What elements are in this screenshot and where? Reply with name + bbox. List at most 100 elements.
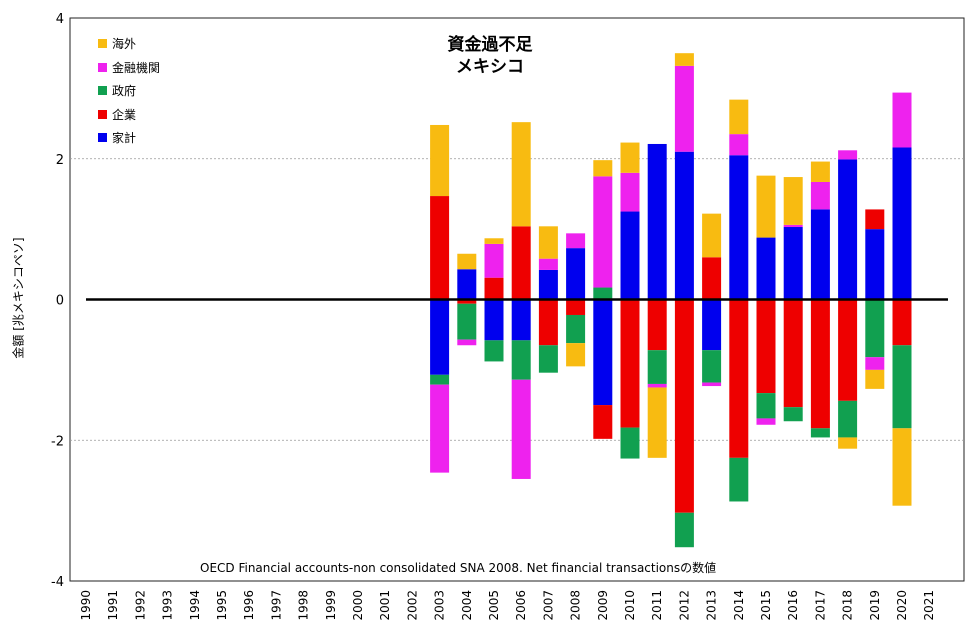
- bar-segment: [620, 427, 640, 459]
- bar-segment: [729, 299, 749, 458]
- bar-segment: [620, 172, 640, 212]
- bar-segment: [838, 299, 858, 401]
- bar-segment: [647, 143, 667, 300]
- bar-segment: [892, 428, 912, 506]
- x-tick-label: 1996: [242, 590, 256, 621]
- bar-segment: [566, 343, 586, 367]
- bar-segment: [593, 287, 613, 300]
- x-tick-label: 2001: [378, 590, 392, 621]
- bar-segment: [647, 383, 667, 388]
- bar-segment: [892, 299, 912, 346]
- bar-segment: [702, 382, 722, 387]
- bar-segment: [729, 155, 749, 300]
- bar-segment: [756, 299, 776, 394]
- bar-segment: [566, 233, 586, 249]
- bar-segment: [511, 122, 531, 227]
- bar-segment: [892, 147, 912, 300]
- bar-segment: [538, 258, 558, 270]
- legend-swatch: [98, 62, 107, 72]
- bar-segment: [620, 299, 640, 428]
- bar-segment: [647, 299, 667, 351]
- bar-segment: [538, 345, 558, 373]
- bar-segment: [756, 418, 776, 425]
- legend: 海外 金融機関 政府 企業 家計: [98, 32, 160, 150]
- bar-segment: [538, 269, 558, 300]
- bar-segment: [702, 213, 722, 258]
- legend-swatch: [98, 86, 107, 96]
- x-tick-label: 2015: [759, 590, 773, 621]
- bar-segment: [430, 384, 450, 473]
- bar-segment: [838, 400, 858, 438]
- bar-segment: [430, 196, 450, 300]
- bar-segment: [484, 243, 504, 278]
- bar-segment: [810, 209, 830, 300]
- bar-segment: [729, 99, 749, 135]
- x-tick-label: 2013: [705, 590, 719, 621]
- bar-segment: [511, 379, 531, 479]
- legend-label: 政府: [112, 84, 137, 99]
- bar-segment: [484, 299, 504, 341]
- bar-segment: [865, 299, 885, 358]
- legend-label: 海外: [112, 37, 137, 52]
- legend-swatch: [98, 39, 107, 49]
- x-tick-label: 2003: [433, 590, 447, 621]
- bar-segment: [729, 134, 749, 156]
- bar-segment: [810, 181, 830, 210]
- x-tick-label: 2007: [541, 590, 555, 621]
- x-tick-label: 1993: [161, 590, 175, 621]
- x-tick-label: 2008: [569, 590, 583, 621]
- bar-segment: [457, 303, 477, 340]
- bar-segment: [457, 253, 477, 270]
- legend-swatch: [98, 133, 107, 143]
- bar-segment: [756, 175, 776, 238]
- y-axis-label: 金額 [兆メキシコペソ]: [11, 237, 26, 359]
- bar-segment: [892, 345, 912, 429]
- x-tick-label: 2018: [841, 590, 855, 621]
- x-tick-label: 2016: [786, 590, 800, 621]
- y-tick-label: 0: [56, 294, 64, 309]
- bar-segment: [566, 248, 586, 300]
- bar-segment: [838, 437, 858, 449]
- bar-segment: [647, 350, 667, 384]
- x-tick-label: 2000: [351, 590, 365, 621]
- x-tick-label: 2005: [487, 590, 501, 621]
- x-tick-label: 1997: [269, 590, 283, 621]
- bar-segment: [430, 124, 450, 197]
- bar-segment: [783, 177, 803, 225]
- y-tick-labels: -4 -2 0 2 4: [51, 12, 64, 590]
- legend-item: 家計: [98, 126, 160, 150]
- x-tick-label: 2020: [895, 590, 909, 621]
- legend-item: 政府: [98, 79, 160, 103]
- bar-segment: [810, 428, 830, 438]
- bar-segment: [674, 53, 694, 66]
- y-tick-label: 2: [56, 153, 64, 168]
- bar-segment: [566, 299, 586, 315]
- x-tick-label: 2014: [732, 590, 746, 621]
- legend-label: 金融機関: [112, 60, 161, 75]
- bar-segment: [484, 238, 504, 244]
- bar-segment: [538, 299, 558, 346]
- bar-segment: [593, 176, 613, 288]
- y-tick-label: -2: [51, 434, 64, 449]
- bar-segment: [702, 257, 722, 300]
- chart-title: 資金過不足: [447, 35, 533, 55]
- bar-segment: [620, 142, 640, 173]
- bar-segment: [865, 209, 885, 230]
- bar-segment: [484, 340, 504, 362]
- x-tick-label: 2009: [596, 590, 610, 621]
- bar-segment: [865, 369, 885, 389]
- x-tick-label: 2017: [813, 590, 827, 621]
- gridlines: [70, 158, 964, 441]
- x-tick-labels: 1990 1991 1992 1993 1994 1995 1996 1997 1998 1999…: [79, 590, 936, 621]
- bar-segment: [838, 150, 858, 160]
- bar-segment: [702, 350, 722, 383]
- bar-segment: [457, 269, 477, 300]
- y-tick-label: 4: [56, 12, 64, 27]
- bar-segment: [511, 299, 531, 341]
- bar-segment: [593, 160, 613, 177]
- legend-swatch: [98, 109, 107, 119]
- bar-segment: [674, 299, 694, 513]
- x-tick-label: 2004: [460, 590, 474, 621]
- bar-segment: [783, 407, 803, 422]
- x-tick-label: 2002: [405, 590, 419, 621]
